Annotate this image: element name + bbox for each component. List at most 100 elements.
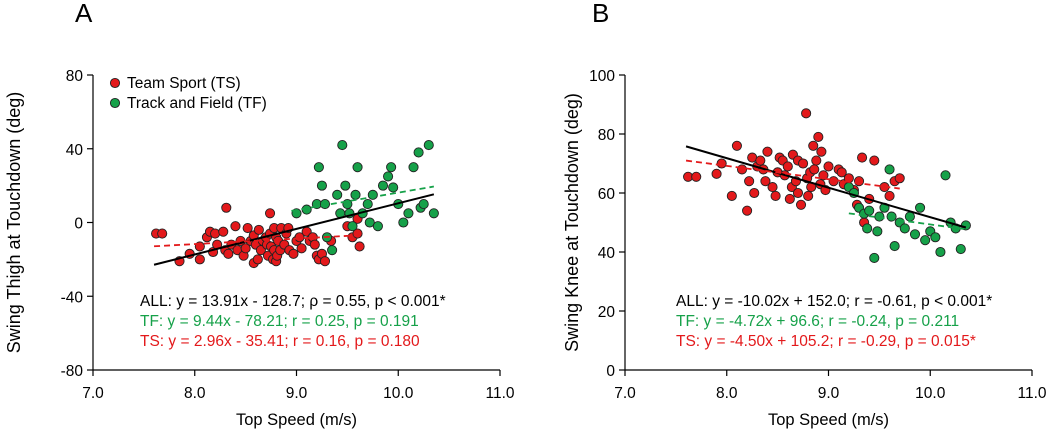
regression-annotation: ALL: y = 13.91x - 128.7; ρ = 0.55, p < 0… <box>140 293 446 310</box>
x-tick-label: 7.0 <box>614 385 636 402</box>
data-point <box>935 246 946 258</box>
regression-annotation: TF: y = -4.72x + 96.6; r = -0.24, p = 0.… <box>676 313 959 330</box>
data-point <box>955 243 966 255</box>
data-point <box>784 193 795 204</box>
data-point <box>296 243 307 254</box>
data-point <box>742 205 753 216</box>
data-point <box>792 187 804 199</box>
data-point <box>760 176 771 187</box>
data-point <box>711 168 722 179</box>
data-point <box>818 170 829 181</box>
panel-letter-a: A <box>75 0 93 28</box>
panel-letter-b: B <box>592 0 609 28</box>
y-tick-label: 40 <box>66 142 84 159</box>
panel-a-chart: -80 -40 0 40 80 7.0 8.0 9.0 10.0 11.0 Top Speed (m… <box>4 68 515 429</box>
data-point <box>210 228 221 239</box>
data-point <box>327 245 338 256</box>
data-point <box>755 155 766 166</box>
regression-annotation: ALL: y = -10.02x + 152.0; r = -0.61, p <… <box>676 293 992 310</box>
legend-marker <box>109 77 121 89</box>
x-tick-label: 10.0 <box>915 385 946 402</box>
data-point <box>889 241 900 252</box>
y-tick-label: 100 <box>589 68 615 85</box>
data-point <box>795 199 807 210</box>
data-point <box>388 182 399 193</box>
data-point <box>823 161 834 172</box>
data-point <box>930 232 941 243</box>
data-point <box>816 146 827 157</box>
data-point <box>782 161 793 172</box>
legend-label: Team Sport (TS) <box>127 75 241 92</box>
fit-line-all <box>153 193 435 266</box>
regression-annotation: TF: y = 9.44x - 78.21; r = 0.25, p = 0.1… <box>140 313 419 330</box>
data-point <box>157 228 168 239</box>
data-point <box>920 235 931 246</box>
data-point <box>340 180 351 191</box>
data-point <box>864 205 875 216</box>
data-point <box>770 190 781 201</box>
fit-line-tf <box>291 185 435 212</box>
y-tick-label: 80 <box>66 68 84 85</box>
data-point <box>899 223 910 234</box>
data-point <box>252 254 263 265</box>
x-axis-label: Top Speed (m/s) <box>236 411 357 429</box>
data-point <box>313 162 324 173</box>
panel-b-chart: 0 20 40 60 80 100 7.0 8.0 9.0 10.0 11.0 Top Speed (… <box>562 68 1047 429</box>
data-point <box>403 208 414 219</box>
y-axis-label: Swing Knee at Touchdown (deg) <box>562 93 582 352</box>
data-point <box>909 229 921 240</box>
x-tick-label: 10.0 <box>383 385 414 402</box>
data-point <box>894 173 905 184</box>
data-point <box>874 211 885 222</box>
data-point <box>240 243 251 254</box>
data-point <box>362 199 373 210</box>
data-point <box>418 199 429 210</box>
data-point <box>221 202 232 213</box>
y-tick-label: 40 <box>598 245 616 262</box>
data-point <box>915 202 926 213</box>
regression-annotation: TS: y = -4.50x + 105.2; r = -0.29, p = 0… <box>676 333 976 350</box>
data-point <box>352 162 363 173</box>
data-point <box>337 140 348 151</box>
data-point <box>884 190 895 201</box>
data-point <box>940 170 951 181</box>
x-tick-label: 11.0 <box>485 385 514 402</box>
data-point <box>218 226 229 237</box>
y-tick-label: 0 <box>606 363 615 380</box>
data-point <box>904 211 915 222</box>
data-point <box>869 155 880 166</box>
data-point <box>332 189 343 200</box>
data-point <box>809 164 820 175</box>
data-point <box>884 164 895 175</box>
data-point <box>194 254 205 265</box>
data-point <box>691 171 702 182</box>
fit-line-ts <box>685 159 900 190</box>
data-point <box>808 140 819 151</box>
data-point <box>288 248 299 259</box>
data-point <box>223 248 234 259</box>
data-point <box>408 162 419 173</box>
x-tick-label: 9.0 <box>286 385 308 402</box>
data-point <box>347 221 358 232</box>
data-point <box>372 221 383 232</box>
data-point <box>316 180 327 191</box>
data-point <box>853 176 865 187</box>
x-tick-label: 7.0 <box>82 385 104 402</box>
x-tick-label: 11.0 <box>1017 385 1046 402</box>
y-tick-label: 80 <box>598 127 616 144</box>
data-point <box>736 164 748 175</box>
y-axis-label: Swing Thigh at Touchdown (deg) <box>4 92 24 354</box>
data-point <box>423 140 434 151</box>
data-point <box>749 187 760 199</box>
data-point <box>364 217 375 228</box>
data-point <box>428 208 439 219</box>
data-point <box>803 190 814 201</box>
fit-line-ts <box>154 234 363 248</box>
data-point <box>319 256 331 267</box>
data-point <box>354 241 365 252</box>
data-point <box>731 140 742 151</box>
y-tick-label: -40 <box>61 289 84 306</box>
data-point <box>253 224 264 235</box>
data-point <box>264 208 276 219</box>
